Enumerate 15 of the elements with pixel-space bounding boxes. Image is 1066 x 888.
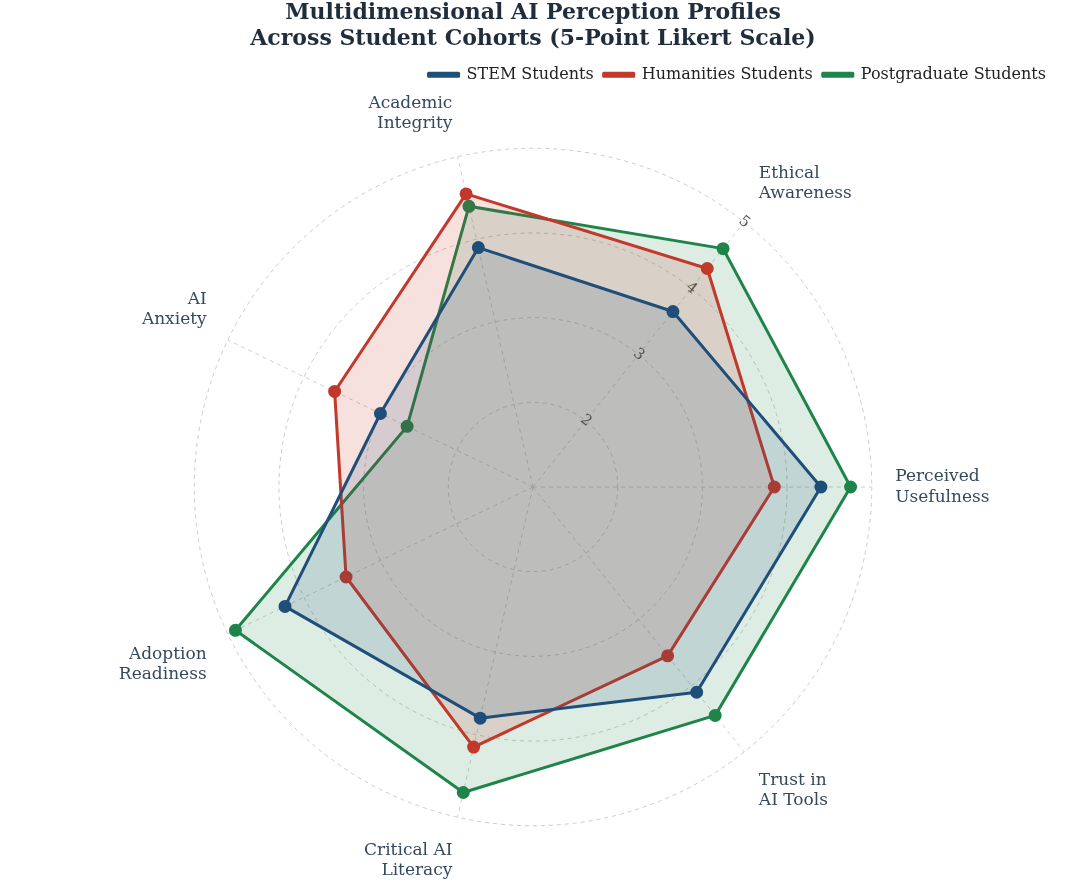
spoke-label: AI Anxiety xyxy=(140,287,208,329)
spoke-label: Critical AI Literacy xyxy=(364,838,453,880)
y-tick-label: 4 xyxy=(682,277,702,298)
spoke-label: Perceived Usefulness xyxy=(895,465,990,506)
chart-title: Multidimensional AI Perception Profiles Across Student Cohorts (5-Point Likert Scale) xyxy=(249,0,816,51)
spoke-label: Academic Integrity xyxy=(367,91,453,133)
legend-label: Humanities Students xyxy=(641,63,813,83)
legend-label: STEM Students xyxy=(466,63,594,83)
legend-label: Postgraduate Students xyxy=(860,63,1047,83)
y-tick-label: 3 xyxy=(629,343,649,364)
spoke-label: Ethical Awareness xyxy=(757,161,852,203)
spoke-label: Adoption Readiness xyxy=(118,642,207,684)
y-tick-label: 2 xyxy=(577,409,596,430)
y-tick-label: 5 xyxy=(735,211,755,232)
spoke-label: Trust in AI Tools xyxy=(757,768,828,810)
